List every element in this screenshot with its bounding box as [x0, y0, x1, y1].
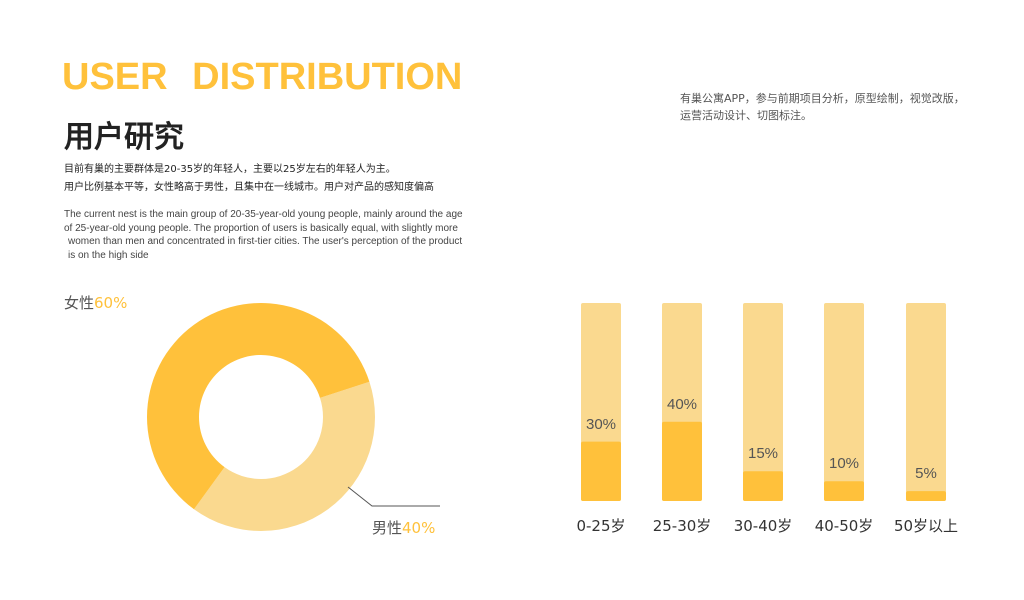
- bar-fill: [581, 441, 621, 501]
- summary-en-line: The current nest is the main group of 20…: [64, 209, 463, 220]
- bar-value-label: 40%: [666, 395, 698, 413]
- male-leader-line: [347, 486, 440, 507]
- summary-en: The current nest is the main group of 20…: [64, 208, 484, 262]
- bar-fill: [906, 491, 946, 501]
- female-slice: [147, 303, 370, 510]
- male-text: 男性: [372, 519, 403, 537]
- bar-fill: [824, 481, 864, 501]
- bar-value-label: 10%: [828, 455, 860, 473]
- donut-chart: [147, 303, 375, 531]
- bar-track: [906, 303, 946, 501]
- title-en: USER DISTRIBUTION: [62, 56, 463, 98]
- bar-value-label: 15%: [747, 445, 779, 463]
- bar-category-label: 40-50岁: [814, 517, 874, 535]
- male-pct: 40%: [402, 519, 436, 537]
- bar-category-label: 50岁以上: [893, 517, 959, 535]
- female-label: 女性60%: [64, 292, 127, 313]
- bar-value-label: 5%: [915, 465, 937, 483]
- project-desc-line: 运营活动设计、切图标注。: [680, 109, 812, 122]
- bar-track: [743, 303, 783, 501]
- bar-category-label: 0-25岁: [576, 517, 626, 535]
- bar-track: [824, 303, 864, 501]
- male-slice: [193, 381, 375, 531]
- page-title: 用户研究: [64, 120, 184, 155]
- bar-value-label: 30%: [585, 415, 617, 433]
- bar-category-label: 25-30岁: [652, 517, 712, 535]
- bar-fill: [743, 471, 783, 501]
- female-text: 女性: [64, 294, 95, 312]
- project-desc: 有巢公寓APP，参与前期项目分析，原型绘制，视觉改版， 运营活动设计、切图标注。: [680, 90, 965, 124]
- female-pct: 60%: [94, 294, 128, 312]
- summary-en-line: women than men and concentrated in first…: [68, 236, 463, 247]
- project-desc-line: 有巢公寓APP，参与前期项目分析，原型绘制，视觉改版，: [680, 92, 965, 105]
- summary-en-line: is on the high side: [68, 249, 149, 261]
- bar-fill: [662, 421, 702, 501]
- summary-cn-line: 用户比例基本平等，女性略高于男性，且集中在一线城市。用户对产品的感知度偏高: [64, 182, 434, 193]
- summary-cn-line: 目前有巢的主要群体是20-35岁的年轻人，主要以25岁左右的年轻人为主。: [64, 164, 396, 175]
- male-label: 男性40%: [372, 517, 435, 538]
- bar-category-label: 30-40岁: [733, 517, 793, 535]
- summary-en-line: of 25-year-old young people. The proport…: [64, 222, 458, 234]
- bar-chart: [581, 303, 946, 501]
